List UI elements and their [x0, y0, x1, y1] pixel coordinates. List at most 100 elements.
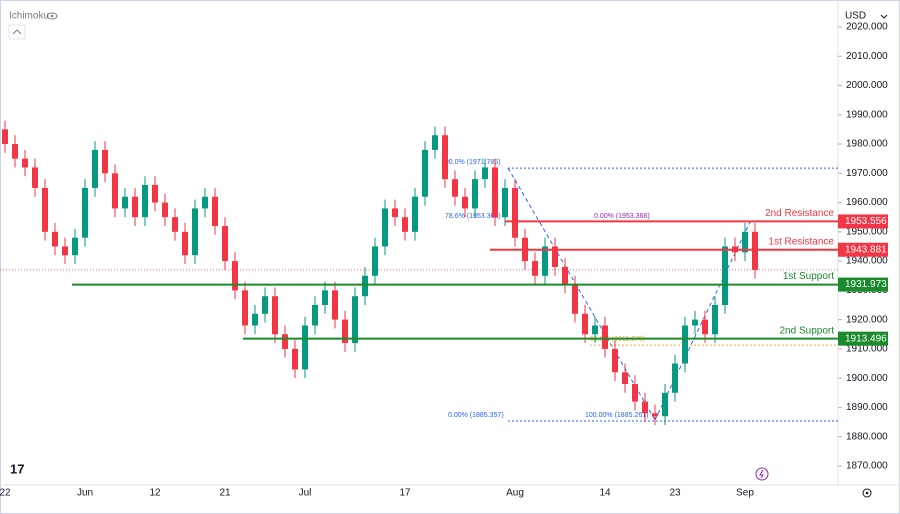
- candle-body: [462, 196, 468, 209]
- candle-body: [502, 187, 508, 218]
- level-label: 1st Support: [783, 271, 834, 282]
- lightning-icon[interactable]: [755, 467, 769, 481]
- y-tick-label: 1880.000: [846, 431, 888, 442]
- candle-body: [342, 319, 348, 344]
- candle-body: [72, 237, 78, 256]
- candle-body: [102, 149, 108, 174]
- candle-body: [492, 167, 498, 218]
- price-box: [838, 242, 888, 257]
- candle-body: [612, 348, 618, 373]
- candle-body: [542, 246, 548, 276]
- y-tick-label: 1890.000: [846, 402, 888, 413]
- price-box-label: 1943.881: [845, 244, 887, 255]
- dropdown-icon: [880, 14, 888, 19]
- settings-icon[interactable]: [862, 488, 872, 498]
- candle-body: [632, 384, 638, 402]
- eye-icon[interactable]: [46, 12, 58, 20]
- candle-body: [132, 196, 138, 218]
- y-tick-label: 1960.000: [846, 197, 888, 208]
- y-tick-label: 2000.000: [846, 80, 888, 91]
- candle-body: [2, 129, 8, 145]
- candle-body: [62, 246, 68, 256]
- candle-body: [712, 304, 718, 335]
- fib-trend-line: [654, 221, 751, 421]
- currency[interactable]: USD: [845, 11, 866, 22]
- candle-body: [332, 290, 338, 320]
- price-box-label: 1931.973: [845, 279, 887, 290]
- candle-body: [642, 401, 648, 414]
- collapse-button[interactable]: [8, 24, 26, 40]
- x-tick-label: Jul: [299, 488, 312, 499]
- candle-body: [392, 208, 398, 218]
- fib-label: 0.00% (1885.357): [448, 412, 504, 419]
- candle-body: [312, 304, 318, 326]
- level-label: 2nd Resistance: [765, 208, 834, 219]
- y-tick-label: 1920.000: [846, 314, 888, 325]
- fib-label: 100.00% (1885.261): [585, 412, 648, 419]
- candle-body: [422, 149, 428, 197]
- y-tick-label: 1940.000: [846, 256, 888, 267]
- candle-body: [662, 392, 668, 417]
- x-tick-label: 17: [399, 488, 411, 499]
- price-box-label: 1953.556: [845, 216, 887, 227]
- candle-body: [52, 231, 58, 247]
- x-tick-label: Sep: [736, 488, 754, 499]
- candle-body: [442, 135, 448, 180]
- candle-body: [162, 202, 168, 218]
- candle-body: [472, 179, 478, 209]
- candle-body: [552, 246, 558, 267]
- fib-label: 0.00% (1953.368): [594, 213, 650, 220]
- level-label: 1st Resistance: [768, 236, 834, 247]
- candle-body: [372, 246, 378, 276]
- candle-body: [652, 413, 658, 417]
- candle-body: [262, 296, 268, 314]
- candle-body: [452, 179, 458, 197]
- candle-body: [82, 187, 88, 238]
- candle-body: [592, 325, 598, 335]
- candle-body: [152, 185, 158, 203]
- candle-body: [282, 334, 288, 349]
- candle-body: [142, 185, 148, 218]
- candle-body: [402, 217, 408, 232]
- candle-body: [622, 372, 628, 385]
- candle-body: [292, 348, 298, 370]
- candle-body: [272, 296, 278, 335]
- candle-body: [122, 196, 128, 209]
- candle-body: [172, 217, 178, 232]
- x-tick-label: 14: [599, 488, 611, 499]
- collapse-icon: [12, 29, 22, 35]
- y-tick-label: 2010.000: [846, 51, 888, 62]
- price-box-label: 1913.496: [845, 333, 887, 344]
- candle-body: [112, 173, 118, 209]
- candle-body: [32, 167, 38, 188]
- y-tick-label: 1990.000: [846, 109, 888, 120]
- candle-body: [42, 187, 48, 232]
- candle-body: [302, 325, 308, 370]
- candle-body: [242, 290, 248, 326]
- candle-body: [432, 135, 438, 150]
- candle-body: [382, 208, 388, 247]
- candle-body: [672, 363, 678, 393]
- candle-body: [92, 149, 98, 188]
- price-box: [838, 277, 888, 292]
- candle-body: [702, 319, 708, 335]
- candle-body: [562, 266, 568, 285]
- candle-body: [232, 261, 238, 291]
- y-tick-label: 1950.000: [846, 226, 888, 237]
- x-tick-label: 23: [669, 488, 681, 499]
- x-tick-label: 22: [0, 488, 11, 499]
- candle-body: [362, 275, 368, 297]
- candle-body: [572, 284, 578, 314]
- candle-body: [222, 225, 228, 262]
- price-box: [838, 331, 888, 346]
- candle-body: [252, 313, 258, 326]
- candle-body: [212, 196, 218, 226]
- candle-body: [582, 313, 588, 335]
- x-tick-label: 21: [219, 488, 231, 499]
- fib-label: 78.6% (1953.368): [445, 213, 501, 220]
- y-tick-label: 2020.000: [846, 22, 888, 33]
- candle-body: [602, 325, 608, 349]
- y-tick-label: 1980.000: [846, 139, 888, 150]
